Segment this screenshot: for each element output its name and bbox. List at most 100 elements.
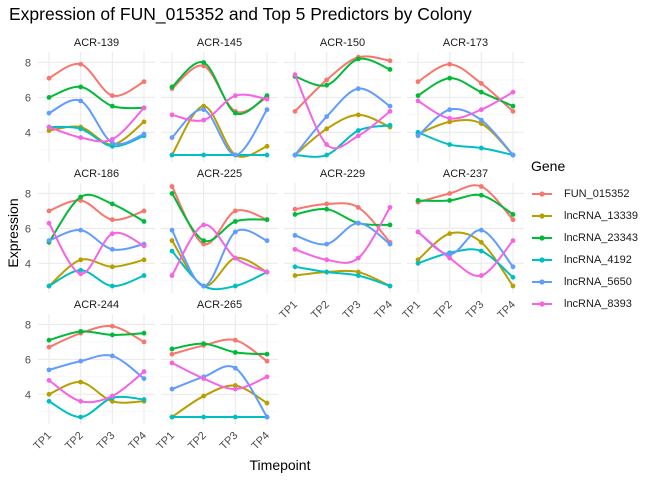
data-point-lncRNA_5650 <box>46 238 52 244</box>
data-point-lncRNA_4192 <box>355 128 361 133</box>
series-line-lncRNA_23343 <box>171 342 268 356</box>
data-point-FUN_015352 <box>324 77 330 83</box>
x-tick-label: TP1 <box>154 430 177 453</box>
series-line-lncRNA_8393 <box>48 222 145 275</box>
data-point-lncRNA_8393 <box>109 231 115 237</box>
facet-panels: ACR-139 4 6 8 ACR-145 ACR-150 ACR-173 ACR-186 4 6… <box>25 37 524 452</box>
series-line-lncRNA_8393 <box>294 206 391 264</box>
data-point-lncRNA_8393 <box>387 108 393 114</box>
data-point-lncRNA_5650 <box>387 103 393 109</box>
legend-key <box>532 235 552 241</box>
data-point-lncRNA_13339 <box>141 257 147 263</box>
data-point-FUN_015352 <box>78 61 84 67</box>
data-point-FUN_015352 <box>78 198 84 203</box>
data-point-lncRNA_5650 <box>109 353 115 359</box>
data-point-lncRNA_5650 <box>264 238 270 244</box>
data-point-lncRNA_23343 <box>169 84 175 90</box>
data-point-lncRNA_4192 <box>46 398 52 404</box>
y-tick-label: 6 <box>25 223 31 235</box>
data-point-lncRNA_23343 <box>141 219 147 224</box>
data-point-FUN_015352 <box>415 79 421 85</box>
data-point-FUN_015352 <box>387 58 393 64</box>
series-line-FUN_015352 <box>417 63 514 113</box>
facet-strip-label: ACR-150 <box>320 37 365 49</box>
x-tick-label: TP2 <box>432 299 455 322</box>
data-point-lncRNA_8393 <box>201 117 207 123</box>
data-point-lncRNA_5650 <box>355 220 361 226</box>
legend-key <box>532 301 552 307</box>
data-point-lncRNA_5650 <box>201 107 207 113</box>
data-point-lncRNA_4192 <box>510 274 516 280</box>
series-line-lncRNA_8393 <box>48 370 145 404</box>
data-point-lncRNA_23343 <box>292 212 298 217</box>
data-point-lncRNA_5650 <box>232 229 238 235</box>
x-tick-label: TP3 <box>464 299 487 322</box>
y-tick-label: 4 <box>25 127 31 139</box>
legend-item: lncRNA_8393 <box>530 293 638 315</box>
data-point-FUN_015352 <box>201 63 207 69</box>
legend-label: lncRNA_23343 <box>564 232 638 244</box>
series-line-lncRNA_8393 <box>171 223 268 277</box>
series-line-FUN_015352 <box>294 202 391 244</box>
data-point-FUN_015352 <box>169 184 175 189</box>
facet-strip-label: ACR-244 <box>74 299 119 311</box>
data-point-lncRNA_8393 <box>292 72 298 78</box>
data-point-lncRNA_5650 <box>201 283 207 289</box>
data-point-lncRNA_13339 <box>46 128 52 133</box>
data-point-lncRNA_5650 <box>141 131 147 137</box>
series-line-lncRNA_23343 <box>48 330 145 342</box>
series-line-lncRNA_4192 <box>48 395 145 419</box>
facet-panel: ACR-229 TP1 TP2 TP3 TP4 <box>277 168 401 321</box>
data-point-lncRNA_5650 <box>264 107 270 113</box>
facet-panel: ACR-237 TP1 TP2 TP3 TP4 <box>400 168 524 321</box>
series-line-FUN_015352 <box>48 62 145 97</box>
data-point-lncRNA_8393 <box>415 229 421 235</box>
x-tick-label: TP2 <box>309 299 332 322</box>
data-point-lncRNA_5650 <box>232 365 238 371</box>
legend-label: lncRNA_5650 <box>564 276 632 288</box>
series-line-lncRNA_8393 <box>417 91 514 120</box>
legend-label: lncRNA_13339 <box>564 210 638 222</box>
data-point-lncRNA_5650 <box>169 227 175 233</box>
data-point-lncRNA_8393 <box>141 105 147 111</box>
data-point-lncRNA_5650 <box>292 152 298 158</box>
data-point-lncRNA_5650 <box>478 227 484 233</box>
data-point-lncRNA_8393 <box>46 220 52 226</box>
legend-point <box>539 191 545 197</box>
data-point-lncRNA_23343 <box>46 94 52 100</box>
data-point-lncRNA_23343 <box>232 110 238 116</box>
series-line-lncRNA_13339 <box>48 258 145 287</box>
data-point-lncRNA_13339 <box>292 273 298 278</box>
series-line-lncRNA_4192 <box>417 248 514 279</box>
data-point-lncRNA_8393 <box>387 205 393 210</box>
legend-key <box>532 213 552 219</box>
data-point-lncRNA_5650 <box>510 152 516 158</box>
data-point-lncRNA_8393 <box>415 98 421 104</box>
data-point-lncRNA_23343 <box>109 201 115 207</box>
data-point-lncRNA_4192 <box>324 269 330 275</box>
legend-point <box>539 301 545 307</box>
data-point-FUN_015352 <box>46 344 52 350</box>
series-line-lncRNA_13339 <box>48 381 145 404</box>
data-point-lncRNA_13339 <box>478 121 484 126</box>
data-point-lncRNA_13339 <box>46 391 52 397</box>
data-point-lncRNA_4192 <box>141 397 147 402</box>
series-line-lncRNA_8393 <box>294 74 391 150</box>
data-point-FUN_015352 <box>478 81 484 86</box>
series-line-lncRNA_4192 <box>171 250 268 291</box>
data-point-lncRNA_8393 <box>109 393 115 399</box>
legend-title: Gene <box>531 158 566 174</box>
data-point-lncRNA_13339 <box>355 112 361 118</box>
legend-item: lncRNA_5650 <box>530 271 638 293</box>
data-point-lncRNA_8393 <box>355 133 361 139</box>
legend-items: FUN_015352 lncRNA_13339 lncRNA_23343 lncRNA… <box>530 183 638 315</box>
data-point-lncRNA_5650 <box>232 152 238 158</box>
data-point-lncRNA_23343 <box>78 84 84 90</box>
data-point-lncRNA_13339 <box>109 264 115 270</box>
data-point-lncRNA_8393 <box>46 377 52 383</box>
data-point-FUN_015352 <box>46 75 52 81</box>
data-point-lncRNA_5650 <box>324 114 330 120</box>
data-point-lncRNA_4192 <box>201 152 207 158</box>
data-point-FUN_015352 <box>141 79 147 85</box>
series-line-lncRNA_5650 <box>294 87 391 156</box>
